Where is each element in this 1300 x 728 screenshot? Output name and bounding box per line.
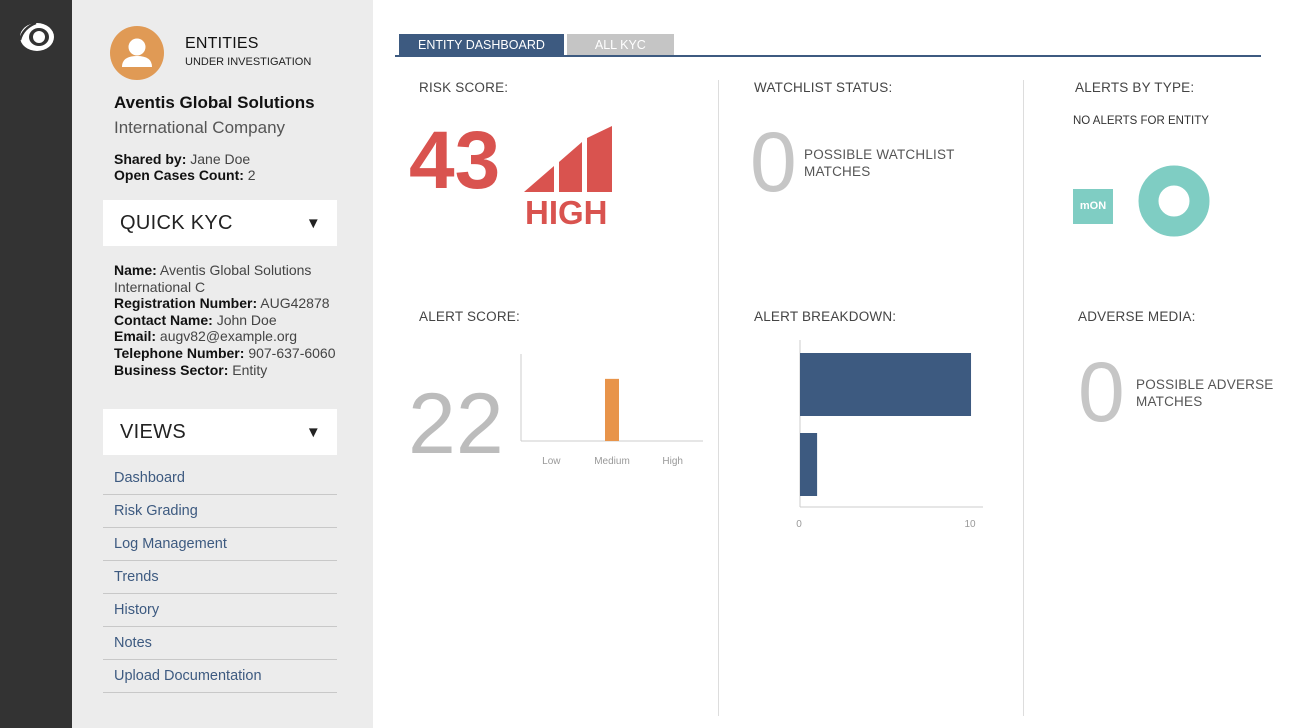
view-link-notes[interactable]: Notes: [103, 627, 337, 660]
column-divider: [1023, 80, 1024, 716]
tick-label-0: 0: [796, 519, 802, 530]
entities-subtitle: UNDER INVESTIGATION: [185, 56, 312, 68]
tick-label-medium: Medium: [594, 456, 630, 467]
views-label: VIEWS: [120, 420, 186, 443]
tab-underline: [395, 55, 1261, 57]
tab-bar: ENTITY DASHBOARD ALL KYC: [399, 34, 677, 56]
tab-entity-dashboard[interactable]: ENTITY DASHBOARD: [399, 34, 564, 56]
adverse-media-description: POSSIBLE ADVERSE MATCHES: [1136, 377, 1274, 409]
company-name: Aventis Global Solutions: [114, 93, 315, 112]
donut-ring: [1138, 165, 1210, 237]
tick-label-10: 10: [964, 519, 976, 530]
watchlist-count: 0: [750, 115, 797, 209]
tick-label-high: High: [662, 456, 683, 467]
watchlist-status-label: WATCHLIST STATUS:: [754, 80, 893, 95]
quick-kyc-label: QUICK KYC: [120, 211, 233, 234]
view-link-history[interactable]: History: [103, 594, 337, 627]
kyc-registration: Registration Number: AUG42878: [114, 295, 330, 312]
bar-medium: [605, 378, 619, 441]
alert-breakdown-chart: 0 10: [796, 340, 983, 530]
tab-all-kyc[interactable]: ALL KYC: [566, 34, 674, 56]
user-icon: [122, 38, 152, 67]
alert-score-label: ALERT SCORE:: [419, 309, 520, 324]
view-link-log-management[interactable]: Log Management: [103, 528, 337, 561]
shared-by-value: Jane Doe: [190, 151, 251, 167]
no-alerts-note: NO ALERTS FOR ENTITY: [1073, 115, 1209, 127]
kyc-phone: Telephone Number: 907-637-6060: [114, 344, 336, 361]
adverse-media-label: ADVERSE MEDIA:: [1078, 309, 1196, 324]
shared-by: Shared by: Jane Doe: [114, 151, 250, 167]
watchlist-description: POSSIBLE WATCHLIST MATCHES: [804, 147, 955, 179]
bar-2: [800, 433, 818, 496]
alert-score-chart: Low Medium High: [520, 354, 703, 467]
alert-type-legend: mON: [1073, 189, 1113, 224]
sidebar: ENTITIES UNDER INVESTIGATION Aventis Glo…: [72, 0, 373, 728]
dashboard-main: ENTITY DASHBOARD ALL KYC RISK SCORE: 43 …: [373, 0, 1300, 728]
avatar: [110, 26, 164, 80]
app-logo-icon[interactable]: [17, 20, 55, 54]
alert-score-value: 22: [408, 376, 504, 472]
adverse-media-count: 0: [1078, 345, 1125, 439]
kyc-name: Name: Aventis Global Solutions Internati…: [114, 262, 312, 295]
kyc-details: Name: Aventis Global Solutions Internati…: [114, 262, 342, 378]
column-divider: [718, 80, 719, 716]
kyc-contact: Contact Name: John Doe: [114, 311, 277, 328]
alert-breakdown-label: ALERT BREAKDOWN:: [754, 309, 897, 324]
app-rail: [0, 0, 72, 728]
chevron-down-icon: ▼: [305, 214, 321, 232]
kyc-email: Email: augv82@example.org: [114, 328, 298, 345]
open-cases-label: Open Cases Count:: [114, 167, 244, 183]
bar-1: [800, 353, 972, 416]
risk-score-label: RISK SCORE:: [419, 80, 509, 95]
view-link-dashboard[interactable]: Dashboard: [103, 462, 337, 495]
signal-strength-icon: [524, 126, 612, 192]
quick-kyc-toggle[interactable]: QUICK KYC ▼: [103, 200, 337, 246]
view-link-trends[interactable]: Trends: [103, 561, 337, 594]
entities-title: ENTITIES: [185, 35, 259, 52]
risk-level: HIGH: [525, 194, 608, 231]
tick-label-low: Low: [542, 456, 561, 467]
alerts-donut-chart: [1138, 165, 1210, 237]
risk-score-value: 43: [409, 115, 501, 206]
views-menu: Dashboard Risk Grading Log Management Tr…: [103, 462, 337, 693]
views-toggle[interactable]: VIEWS ▼: [103, 409, 337, 455]
open-cases-value: 2: [247, 167, 256, 183]
shared-by-label: Shared by:: [114, 151, 187, 167]
open-cases: Open Cases Count: 2: [114, 167, 256, 183]
view-link-risk-grading[interactable]: Risk Grading: [103, 495, 337, 528]
view-link-upload-documentation[interactable]: Upload Documentation: [103, 660, 337, 693]
chevron-down-icon: ▼: [305, 423, 321, 441]
company-type: International Company: [114, 118, 286, 137]
kyc-sector: Business Sector: Entity: [114, 361, 268, 378]
alerts-by-type-label: ALERTS BY TYPE:: [1075, 80, 1195, 95]
